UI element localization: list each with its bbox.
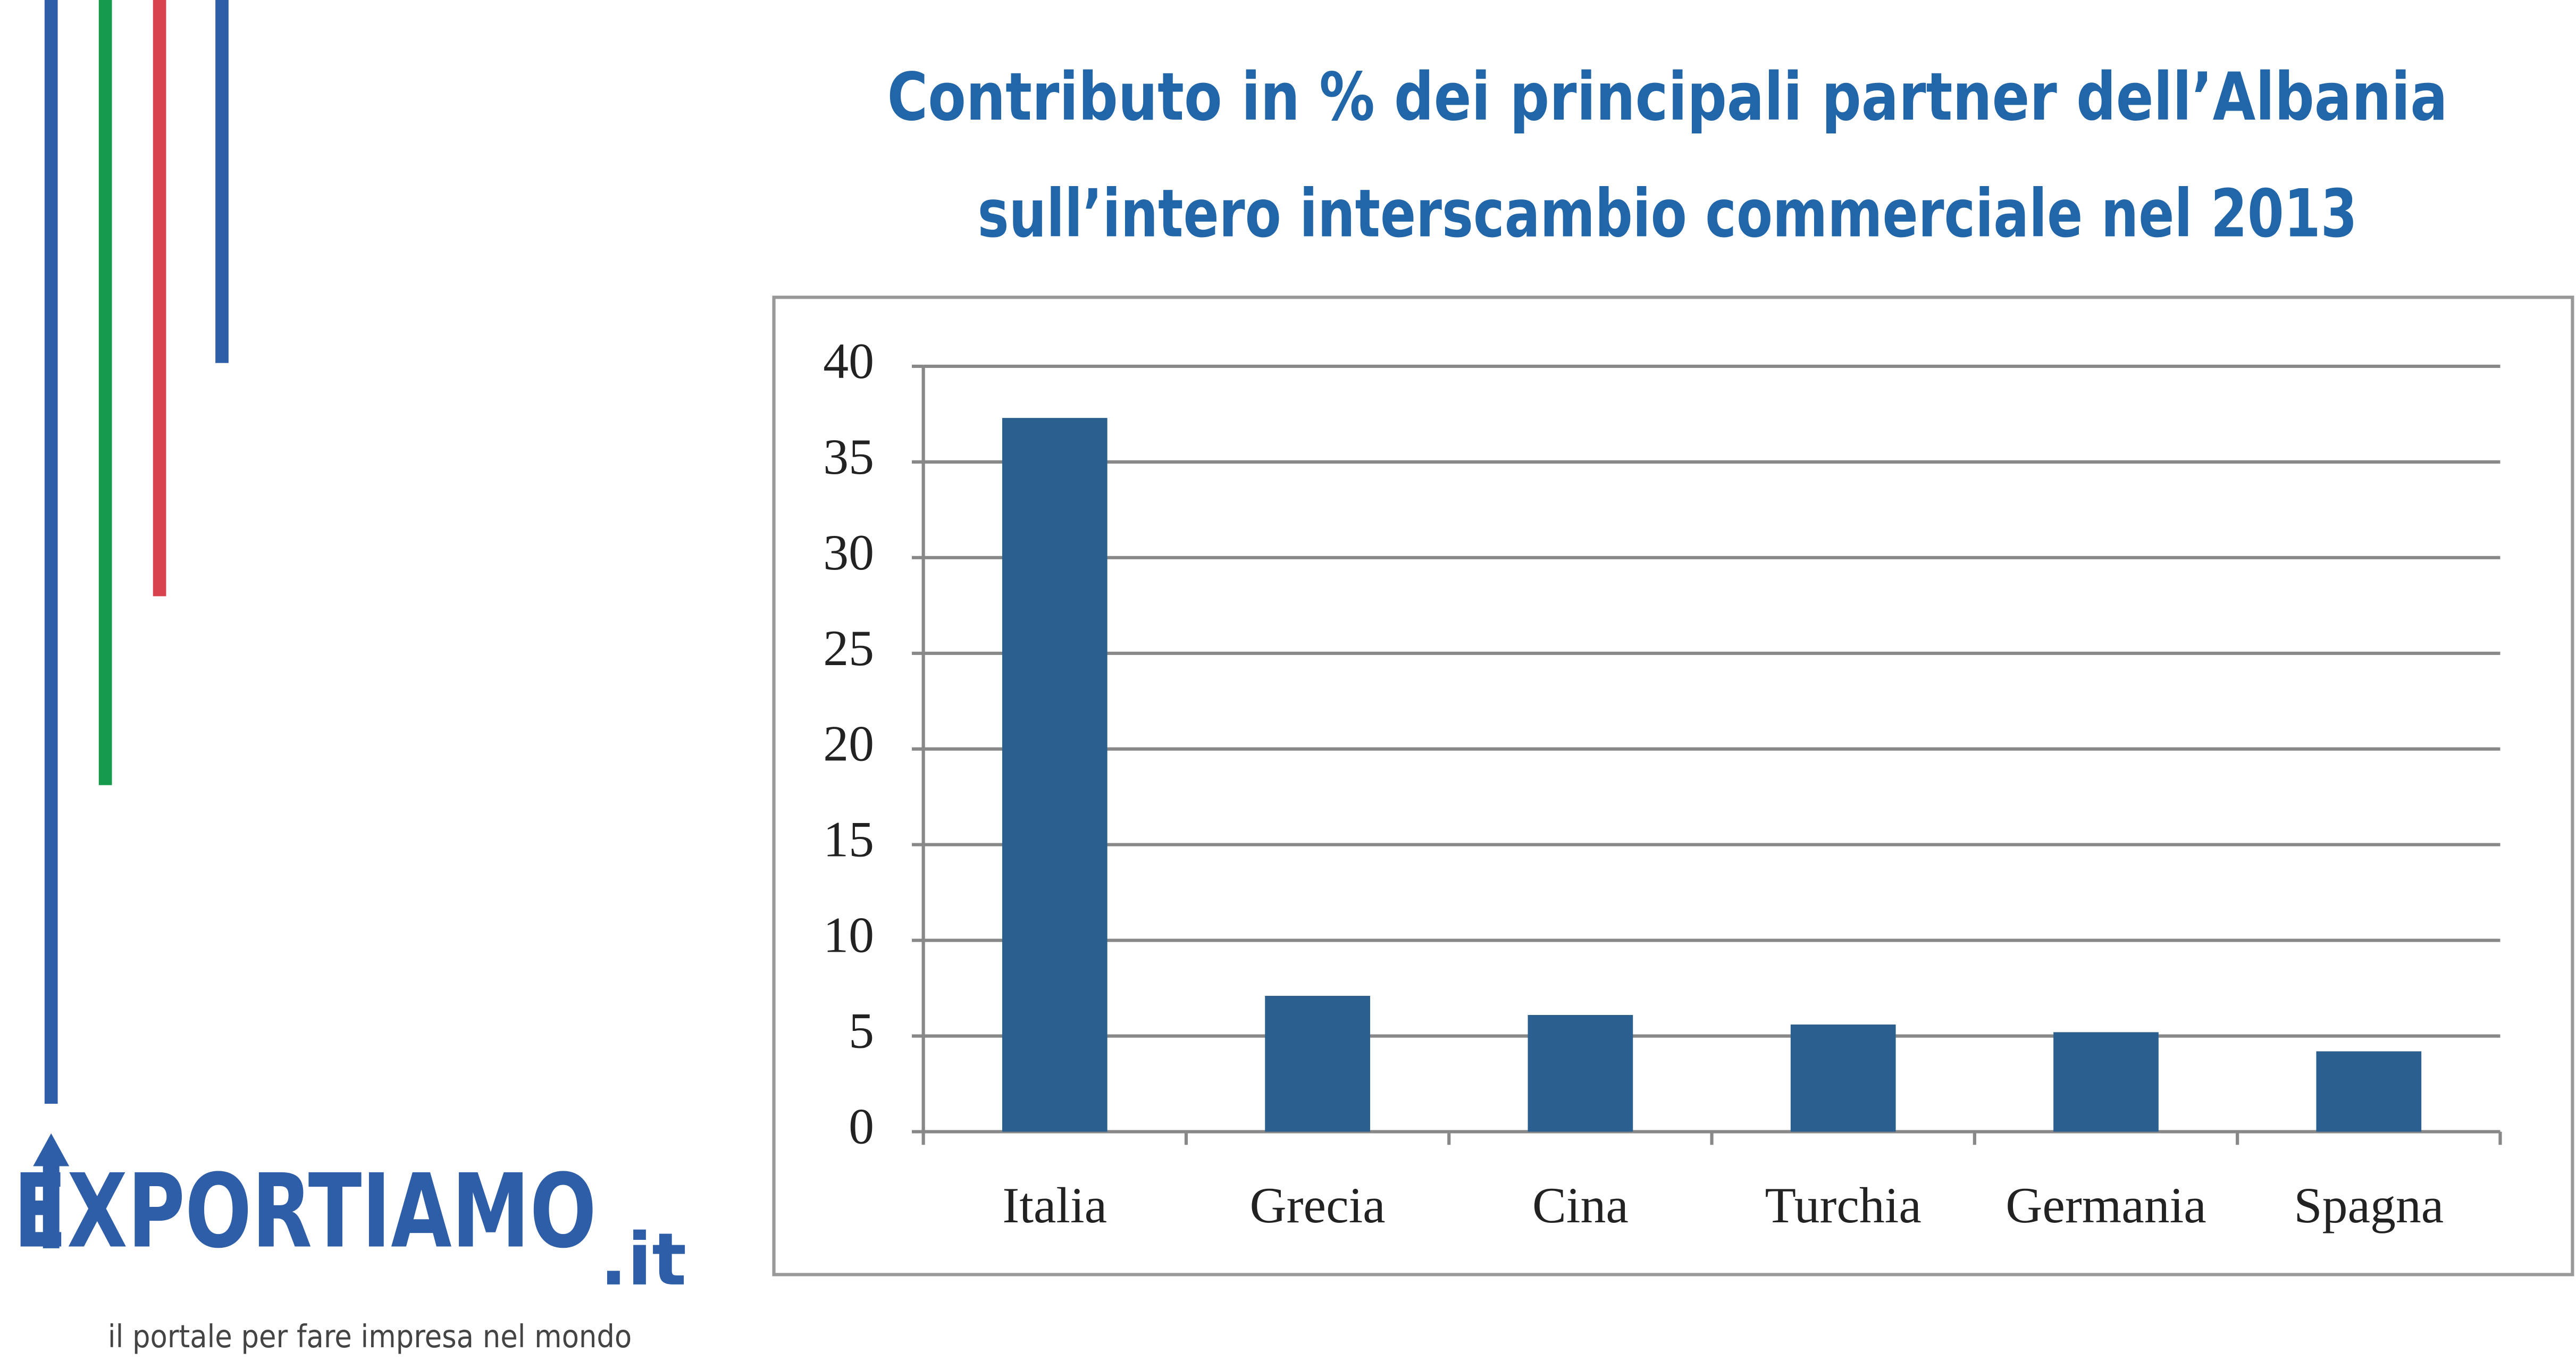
logo-arrow [33,1133,70,1248]
bar [2316,1051,2422,1132]
x-tick-label: Cina [1532,1177,1629,1233]
bar [1265,996,1370,1132]
decor-line [215,0,229,363]
logo-tagline: il portale per fare impresa nel mondo [108,1319,632,1355]
logo-name: EXPORTIAMO [13,1153,597,1271]
y-tick-label: 30 [823,524,874,581]
bar [1528,1015,1633,1132]
plot-frame [772,296,2574,1277]
decor-line [44,0,58,1104]
y-tick-label: 35 [823,429,874,485]
y-tick-label: 25 [823,620,874,676]
bar [1002,418,1107,1132]
y-tick-label: 20 [823,716,874,772]
x-tick-label: Germania [2006,1177,2206,1233]
y-tick-label: 10 [823,907,874,963]
x-tick-label: Italia [1002,1177,1107,1233]
x-tick-label: Grecia [1250,1177,1386,1233]
logo-suffix: .it [600,1218,686,1302]
decor-line [98,0,112,785]
bar [2053,1032,2159,1132]
x-tick-label: Turchia [1765,1177,1921,1233]
bar [1790,1025,1896,1132]
y-tick-label: 5 [849,1003,874,1059]
y-tick-label: 40 [823,333,874,389]
x-tick-label: Spagna [2294,1177,2444,1233]
chart-title: sull’intero interscambio commerciale nel… [978,176,2357,253]
decor-line [153,0,166,597]
chart-title: Contributo in % dei principali partner d… [887,59,2448,136]
y-tick-label: 15 [823,811,874,868]
y-tick-label: 0 [849,1098,874,1155]
